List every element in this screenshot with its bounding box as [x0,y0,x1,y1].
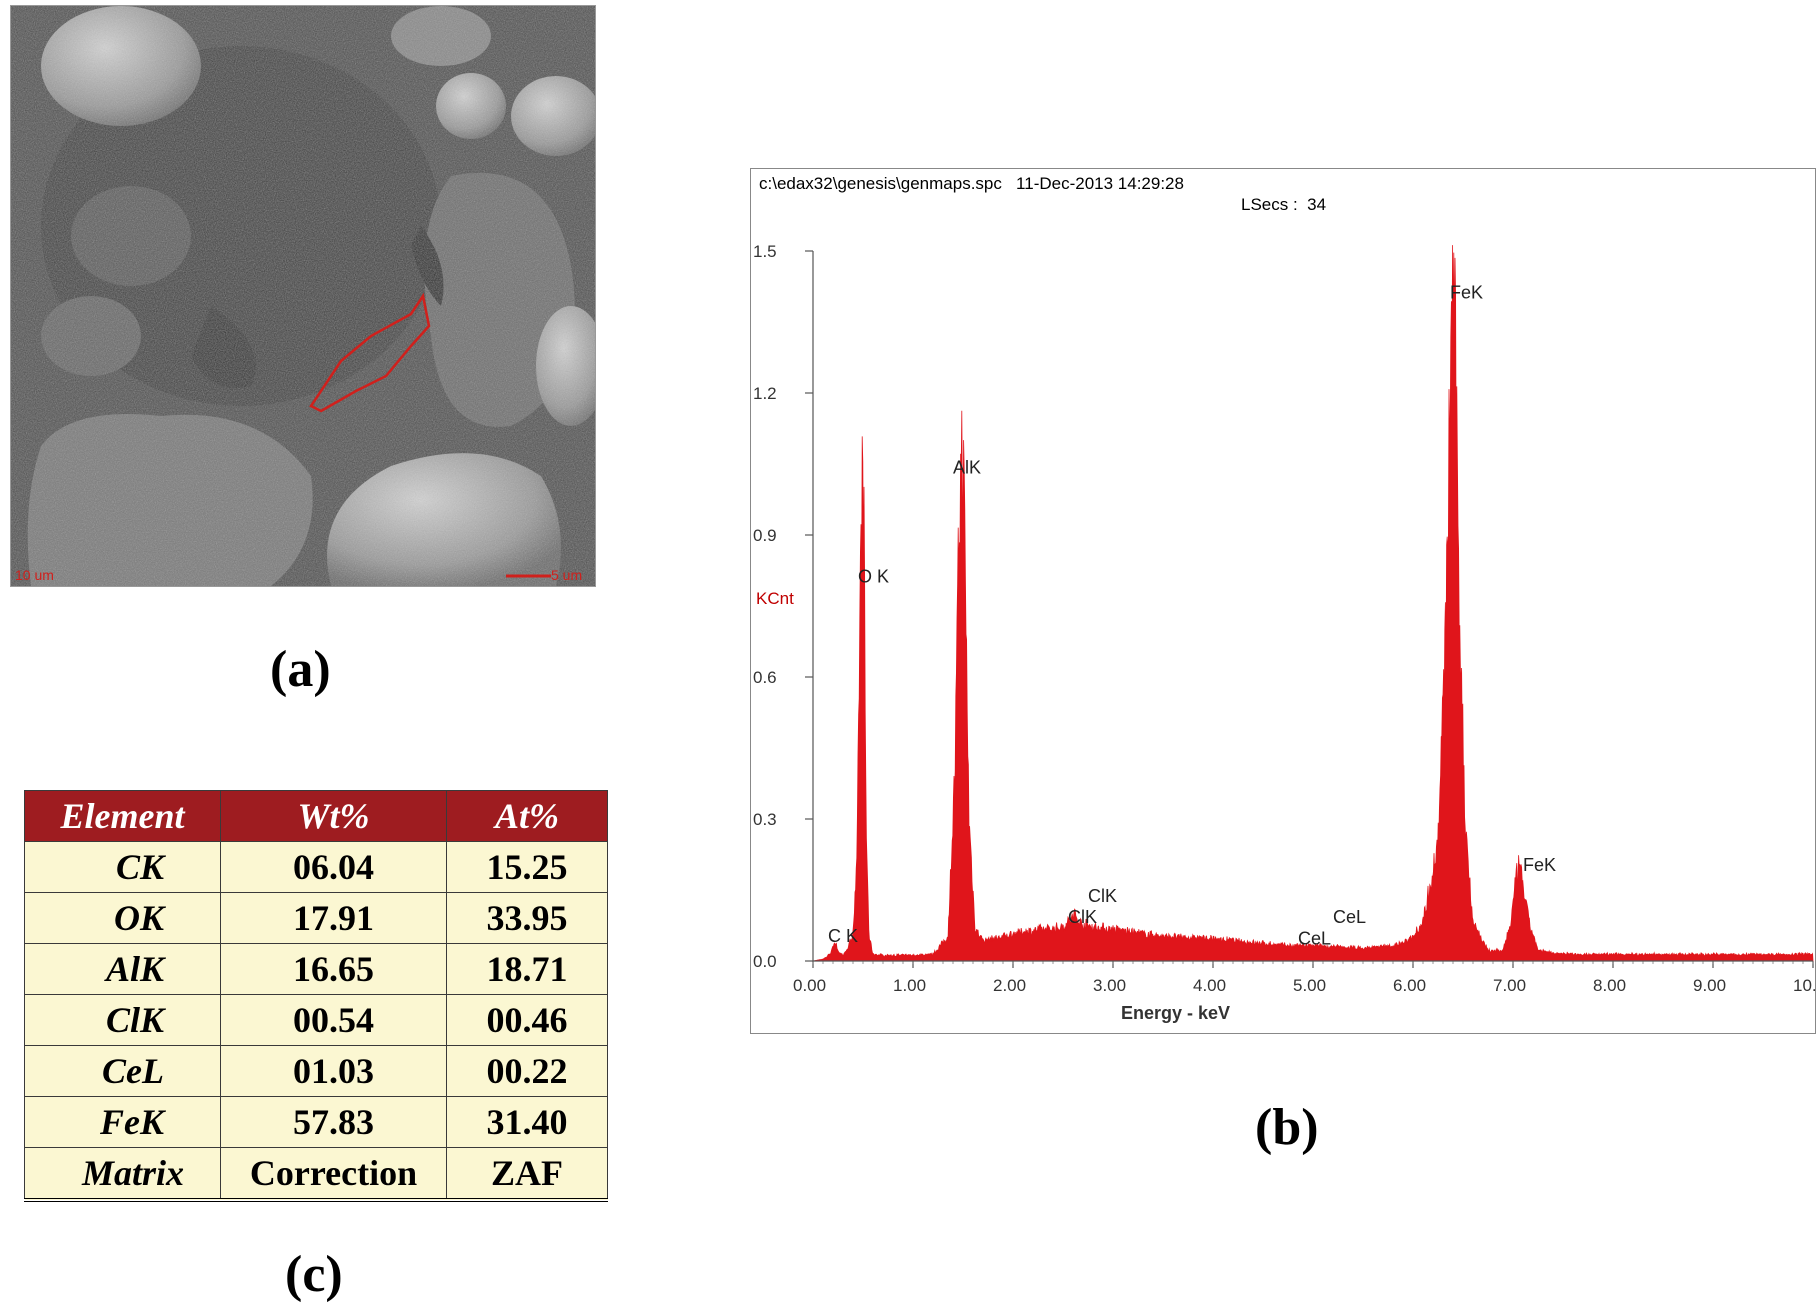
cell-wt: 01.03 [220,1045,447,1097]
cell-element: FeK [24,1096,221,1148]
element-table: Element Wt% At% CK 06.04 15.25 OK 17.91 … [24,790,608,1202]
x-tick-label: 7.00 [1493,976,1526,995]
cell-at: 18.71 [446,943,608,995]
header-element: Element [24,790,221,842]
x-tick-label: 9.00 [1693,976,1726,995]
table-row: CK 06.04 15.25 [24,841,608,893]
table-row: Matrix Correction ZAF [24,1147,608,1201]
peak-label: AlK [953,457,981,477]
cell-wt: 17.91 [220,892,447,944]
cell-wt: 16.65 [220,943,447,995]
label-b: (b) [1255,1099,1319,1156]
spectrum-area [812,245,1814,962]
cell-wt: 00.54 [220,994,447,1046]
peak-label: O K [858,566,889,586]
header-at: At% [446,790,608,842]
eds-spectrum-chart: c:\edax32\genesis\genmaps.spc 11-Dec-201… [750,168,1816,1034]
table-row: OK 17.91 33.95 [24,892,608,944]
table-header-row: Element Wt% At% [24,790,608,842]
peak-label: CeL [1333,907,1366,927]
peak-label: ClK [1088,886,1117,906]
x-tick-label: 6.00 [1393,976,1426,995]
y-tick-label: 0.0 [753,952,777,971]
cell-at: ZAF [446,1147,608,1201]
cell-element: CK [24,841,221,893]
y-axis-label: KCnt [756,589,794,608]
cell-wt: 57.83 [220,1096,447,1148]
cell-at: 00.46 [446,994,608,1046]
cell-element: Matrix [24,1147,221,1201]
cell-at: 00.22 [446,1045,608,1097]
table-row: ClK 00.54 00.46 [24,994,608,1046]
scale-right: 5 um [551,567,582,583]
x-tick-label: 0.00 [793,976,826,995]
lsecs: LSecs : 34 [1241,195,1326,214]
cell-wt: 06.04 [220,841,447,893]
cell-at: 15.25 [446,841,608,893]
table-row: CeL 01.03 00.22 [24,1045,608,1097]
cell-element: AlK [24,943,221,995]
peak-label: FeK [1450,282,1483,302]
table-row: FeK 57.83 31.40 [24,1096,608,1148]
cell-element: OK [24,892,221,944]
analysis-region [309,292,431,413]
peak-label: CeL [1298,928,1331,948]
label-a: (a) [270,641,331,698]
peak-label: ClK [1068,907,1097,927]
peak-label: FeK [1523,855,1556,875]
y-tick-label: 0.3 [753,810,777,829]
x-tick-label: 3.00 [1093,976,1126,995]
y-tick-label: 1.5 [753,242,777,261]
x-tick-label: 1.00 [893,976,926,995]
y-tick-label: 0.6 [753,668,777,687]
file-info: c:\edax32\genesis\genmaps.spc 11-Dec-201… [759,174,1184,193]
x-tick-label: 4.00 [1193,976,1226,995]
scale-left: 10 um [15,567,54,583]
table-row: AlK 16.65 18.71 [24,943,608,995]
y-tick-label: 1.2 [753,384,777,403]
label-c: (c) [285,1246,343,1303]
header-wt: Wt% [220,790,447,842]
cell-at: 31.40 [446,1096,608,1148]
cell-element: CeL [24,1045,221,1097]
peak-label: C K [828,926,858,946]
y-tick-label: 0.9 [753,526,777,545]
cell-at: 33.95 [446,892,608,944]
x-tick-label: 10.0 [1793,976,1815,995]
x-axis-label: Energy - keV [1121,1003,1230,1023]
x-tick-label: 2.00 [993,976,1026,995]
sem-micrograph: 10 um 5 um [10,5,596,587]
cell-element: ClK [24,994,221,1046]
x-tick-label: 5.00 [1293,976,1326,995]
cell-wt: Correction [220,1147,447,1201]
x-tick-label: 8.00 [1593,976,1626,995]
